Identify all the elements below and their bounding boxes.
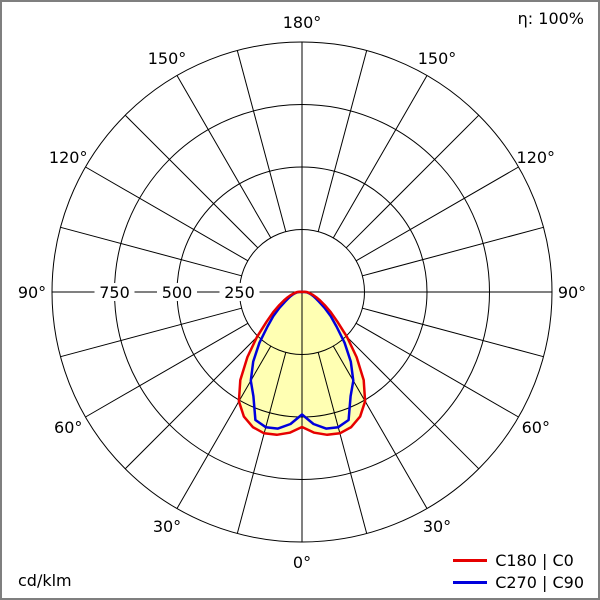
angle-label: 30° (423, 517, 451, 536)
legend-label-c180-c0: C180 | C0 (495, 551, 574, 570)
angle-label: 150° (148, 49, 187, 68)
angle-labels: 180° 150° 150° 120° 120° 90° 90° 60° 60° 30° 30° 0° (18, 13, 586, 572)
legend-item-c270-c90: C270 | C90 (453, 573, 584, 592)
unit-label: cd/klm (18, 571, 72, 590)
angle-label: 90° (558, 283, 586, 302)
curve-c180-c0 (237, 290, 367, 437)
radial-tick-label: 500 (162, 283, 193, 302)
radial-tick-label: 750 (99, 283, 130, 302)
angle-label: 0° (293, 553, 311, 572)
angle-label: 180° (283, 13, 322, 32)
angle-label: 60° (54, 418, 82, 437)
legend-label-c270-c90: C270 | C90 (495, 573, 584, 592)
beam-curves (237, 290, 367, 437)
legend-item-c180-c0: C180 | C0 (453, 551, 584, 570)
angle-label: 120° (517, 148, 556, 167)
polar-grid (51, 41, 553, 543)
legend: C180 | C0 C270 | C90 (453, 551, 584, 592)
angle-label: 150° (418, 49, 457, 68)
angle-label: 30° (153, 517, 181, 536)
legend-red-line-icon (453, 559, 488, 562)
radial-tick-label: 250 (224, 283, 255, 302)
radial-tick-labels: 250 500 750 (94, 283, 260, 302)
legend-blue-line-icon (453, 581, 488, 584)
angle-label: 60° (522, 418, 550, 437)
efficiency-label: η: 100% (517, 9, 584, 28)
angle-label: 120° (49, 148, 88, 167)
angle-label: 90° (18, 283, 46, 302)
